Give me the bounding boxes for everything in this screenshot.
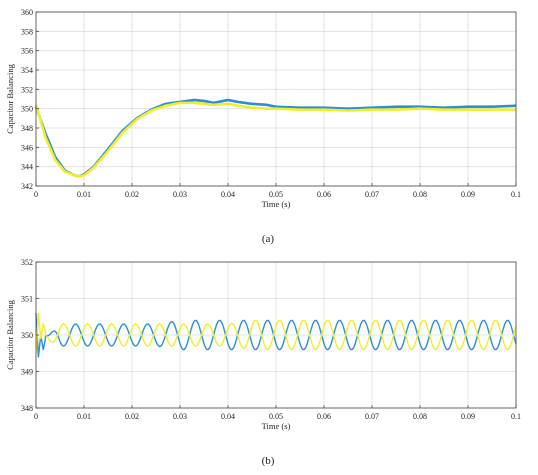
chart-a-ytick-label: 356	[21, 47, 33, 56]
chart-a-xtick-label: 0	[34, 190, 38, 199]
chart-a-ytick-label: 348	[21, 124, 33, 133]
chart-b-xtick-label: 0.08	[413, 412, 427, 421]
chart-a-xtick-label: 0.02	[125, 190, 139, 199]
chart-a-xtick-label: 0.09	[461, 190, 475, 199]
chart-a-ytick-label: 360	[21, 8, 33, 17]
chart-b-ytick-label: 349	[21, 368, 33, 377]
chart-a-series-yellow-line	[34, 101, 517, 178]
chart-a-xtick-label: 0.04	[221, 190, 235, 199]
chart-a-ytick-label: 352	[21, 85, 33, 94]
chart-b-xtick-label: 0.04	[221, 412, 235, 421]
chart-b-caption: (b)	[262, 455, 275, 467]
chart-b-xtick-label: 0.06	[317, 412, 331, 421]
chart-b-ytick-label: 350	[21, 331, 33, 340]
chart-a-ytick-label: 346	[21, 143, 33, 152]
chart-a-xtick-label: 0.03	[173, 190, 187, 199]
chart-a-ytick-label: 358	[21, 27, 33, 36]
chart-b-xtick-label: 0.05	[269, 412, 283, 421]
chart-a-xtick-label: 0.05	[269, 190, 283, 199]
chart-a-ytick-label: 342	[21, 182, 33, 191]
chart-b-x-axis-label: Time (s)	[262, 421, 291, 431]
chart-a-xtick-label: 0.01	[77, 190, 91, 199]
chart-b-xtick-label: 0	[34, 412, 38, 421]
chart-b-xtick-label: 0.02	[125, 412, 139, 421]
chart-b-ytick-label: 348	[21, 404, 33, 413]
chart-a-xtick-label: 0.1	[511, 190, 521, 199]
chart-a-xtick-label: 0.08	[413, 190, 427, 199]
chart-b-ytick-label: 352	[21, 258, 33, 267]
chart-a-caption: (a)	[262, 233, 275, 245]
chart-a-x-axis-label: Time (s)	[262, 199, 291, 209]
chart-b-xtick-label: 0.07	[365, 412, 379, 421]
chart-b-xtick-label: 0.09	[461, 412, 475, 421]
chart-a-ytick-label: 344	[21, 163, 33, 172]
chart-b-xtick-label: 0.01	[77, 412, 91, 421]
chart-a-ytick-label: 354	[21, 66, 33, 75]
chart-a-y-axis-label: Capacitor Balancing	[5, 63, 15, 133]
chart-b-y-axis-label: Capacitor Balancing	[5, 299, 15, 369]
chart-a-ytick-label: 350	[21, 105, 33, 114]
chart-b-ytick-label: 351	[21, 295, 33, 304]
chart-b-series-blue-line	[35, 313, 517, 358]
chart-b-xtick-label: 0.03	[173, 412, 187, 421]
chart-b-xtick-label: 0.1	[511, 412, 521, 421]
chart-b-series-yellow-line	[35, 312, 517, 354]
chart-a-xtick-label: 0.07	[365, 190, 379, 199]
chart-a-xtick-label: 0.06	[317, 190, 331, 199]
